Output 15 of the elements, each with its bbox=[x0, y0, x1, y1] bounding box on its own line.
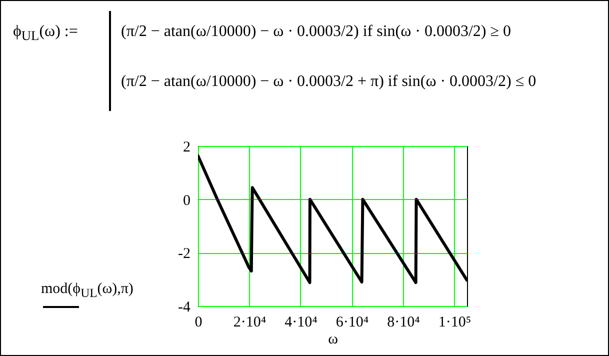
x-tick-label: 8·10⁴ bbox=[387, 314, 420, 330]
x-tick-label: 2·10⁴ bbox=[233, 314, 266, 330]
x-tick-label: 6·10⁴ bbox=[336, 314, 369, 330]
text: (π/2 − atan(ω/10000) − ω · 0.0003/2) if sin(ω · 0.0003/2) ≥ 0 bbox=[121, 23, 511, 41]
x-tick-label: 0 bbox=[194, 314, 202, 330]
y-tick-label: -4 bbox=[178, 300, 191, 316]
x-axis-title: ω bbox=[328, 332, 338, 348]
y-tick-label: 2 bbox=[183, 140, 190, 156]
text: (π/2 − atan(ω/10000) − ω · 0.0003/2 + π) if sin(ω · 0.0003/2) ≤ 0 bbox=[121, 73, 536, 91]
x-tick-label: 1·10⁵ bbox=[438, 314, 472, 330]
y-axis-title: mod(ϕ$_{UL}$(ω),π) bbox=[41, 281, 134, 301]
y-tick-label: 0 bbox=[183, 192, 190, 209]
text: ϕ$_{UL}$(ω) := bbox=[13, 23, 78, 44]
x-tick-label: 4·10⁴ bbox=[284, 314, 318, 330]
y-tick-label: -2 bbox=[178, 246, 190, 262]
